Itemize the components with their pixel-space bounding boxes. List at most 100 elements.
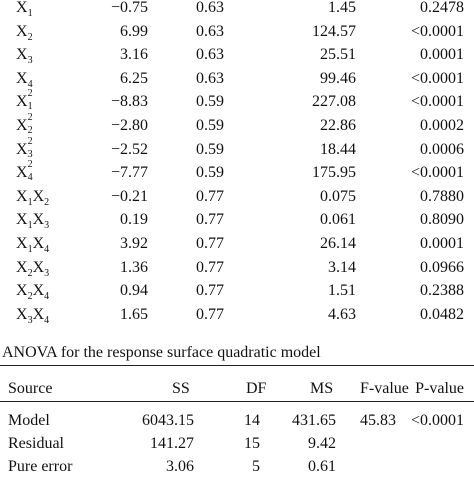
p-value-cell: 0.2478 xyxy=(420,0,464,16)
coefficient-cell: 1.36 xyxy=(120,258,148,276)
std-error-cell: 0.77 xyxy=(196,258,224,276)
anova-p-value: <0.0001 xyxy=(410,412,464,429)
p-value-cell: 0.0006 xyxy=(420,140,464,158)
f-value-cell: 22.86 xyxy=(320,117,356,134)
p-value-cell: 0.0482 xyxy=(420,305,464,323)
term-cell: X1 xyxy=(16,0,33,19)
header-p-value: P-value xyxy=(415,380,464,397)
p-value-cell: 0.8090 xyxy=(420,211,464,229)
term-cell: X1X3 xyxy=(16,208,49,231)
coef-row: X2X4 0.94 0.77 1.51 0.2388 xyxy=(0,279,474,302)
coef-row: X3X4 1.65 0.77 4.63 0.0482 xyxy=(0,303,474,326)
std-error-cell: 0.77 xyxy=(196,187,224,205)
term-cell: X2 xyxy=(16,20,33,43)
anova-ms: 0.61 xyxy=(308,458,336,475)
coef-row: X3 3.16 0.63 25.51 0.0001 xyxy=(0,43,474,66)
anova-df: 14 xyxy=(244,412,260,429)
anova-ms: 431.65 xyxy=(292,412,336,429)
coefficient-cell: 6.99 xyxy=(120,22,148,40)
coef-row: X1X3 0.19 0.77 0.061 0.8090 xyxy=(0,208,474,231)
term-label: X3X4 xyxy=(16,305,50,326)
std-error-cell: 0.59 xyxy=(196,164,224,182)
p-value-cell: <0.0001 xyxy=(410,22,464,40)
header-rule xyxy=(0,401,474,402)
p-value-cell: <0.0001 xyxy=(410,164,464,182)
term-label: X1X3 xyxy=(16,211,50,232)
f-value-cell: 1.51 xyxy=(328,282,356,300)
coefficient-cell: 1.65 xyxy=(120,305,148,323)
term-cell: X2X4 xyxy=(16,279,49,302)
anova-source: Pure error xyxy=(8,458,73,475)
coefficient-cell: −2.80 xyxy=(110,117,148,134)
header-source: Source xyxy=(8,380,53,397)
coefficient-cell: −8.83 xyxy=(110,93,148,111)
p-value-cell: 0.7880 xyxy=(420,187,464,205)
coef-row: X1 −0.75 0.63 1.45 0.2478 xyxy=(0,0,474,19)
f-value-cell: 4.63 xyxy=(328,305,356,323)
f-value-cell: 175.95 xyxy=(312,164,356,182)
header-ss: SS xyxy=(172,380,190,397)
anova-source: Residual xyxy=(8,435,64,452)
anova-df: 5 xyxy=(252,458,260,475)
p-value-cell: 0.0001 xyxy=(420,46,464,64)
f-value-cell: 99.46 xyxy=(320,69,356,87)
std-error-cell: 0.77 xyxy=(196,282,224,300)
f-value-cell: 0.061 xyxy=(320,211,356,229)
term-label: X3 xyxy=(16,46,33,67)
p-value-cell: 0.0001 xyxy=(420,235,464,252)
coef-row: X2 6.99 0.63 124.57 <0.0001 xyxy=(0,20,474,43)
std-error-cell: 0.77 xyxy=(196,211,224,229)
coef-row: X 2 3 −2.52 0.59 18.44 0.0006 xyxy=(0,136,474,161)
term-cell: X3X4 xyxy=(16,303,49,326)
coef-row: X1X2 −0.21 0.77 0.075 0.7880 xyxy=(0,185,474,208)
std-error-cell: 0.63 xyxy=(196,0,224,16)
coef-row: X2X3 1.36 0.77 3.14 0.0966 xyxy=(0,256,474,279)
term-label: X1 xyxy=(16,0,33,19)
std-error-cell: 0.59 xyxy=(196,140,224,158)
std-error-cell: 0.77 xyxy=(196,305,224,323)
coef-row: X 2 1 −8.83 0.59 227.08 <0.0001 xyxy=(0,88,474,113)
f-value-cell: 26.14 xyxy=(320,235,356,252)
anova-ss: 3.06 xyxy=(166,458,194,475)
anova-ms: 9.42 xyxy=(308,435,336,452)
std-error-cell: 0.77 xyxy=(196,235,224,252)
coefficient-cell: −0.21 xyxy=(110,187,148,205)
term-label: X2 xyxy=(16,22,33,43)
coefficient-cell: −0.75 xyxy=(110,0,148,16)
coef-row: X 2 4 −7.77 0.59 175.95 <0.0001 xyxy=(0,159,474,184)
anova-df: 15 xyxy=(244,435,260,452)
coefficient-cell: 0.94 xyxy=(120,282,148,300)
coef-row: X 2 2 −2.80 0.59 22.86 0.0002 xyxy=(0,113,474,137)
term-label: X2X3 xyxy=(16,258,50,279)
term-cell: X2X3 xyxy=(16,256,49,279)
header-df: DF xyxy=(246,380,267,397)
top-rule xyxy=(0,365,474,366)
anova-ss: 6043.15 xyxy=(142,412,194,429)
f-value-cell: 3.14 xyxy=(328,258,356,276)
term-cell: X4 xyxy=(16,67,33,90)
term-cell: X1X2 xyxy=(16,185,49,208)
coefficient-cell: −2.52 xyxy=(110,140,148,158)
anova-f-value: 45.83 xyxy=(360,412,396,429)
std-error-cell: 0.63 xyxy=(196,22,224,40)
coefficient-cell: −7.77 xyxy=(110,164,148,182)
anova-caption: ANOVA for the response surface quadratic… xyxy=(2,344,321,361)
f-value-cell: 124.57 xyxy=(312,22,356,40)
f-value-cell: 227.08 xyxy=(312,93,356,111)
coefficient-cell: 6.25 xyxy=(120,69,148,87)
std-error-cell: 0.63 xyxy=(196,69,224,87)
anova-source: Model xyxy=(8,412,50,429)
p-value-cell: 0.0966 xyxy=(420,258,464,276)
f-value-cell: 0.075 xyxy=(320,187,356,205)
anova-ss: 141.27 xyxy=(150,435,194,452)
coefficient-cell: 0.19 xyxy=(120,211,148,229)
coef-row: X4 6.25 0.63 99.46 <0.0001 xyxy=(0,67,474,90)
header-ms: MS xyxy=(310,380,334,397)
term-label: X1X4 xyxy=(16,235,50,255)
